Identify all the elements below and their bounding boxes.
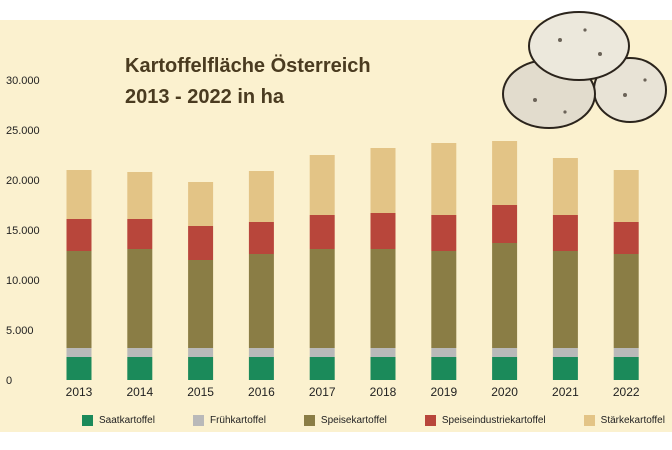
legend-label: Speisekartoffel xyxy=(320,414,387,426)
y-tick-label: 5.000 xyxy=(6,325,34,337)
bar-segment xyxy=(552,215,578,251)
bar-segment xyxy=(309,249,335,348)
bar-segment xyxy=(370,357,396,380)
bar-segment xyxy=(370,249,396,348)
bar-segment xyxy=(431,348,457,357)
x-tick-label: 2017 xyxy=(309,385,336,399)
bar-segment xyxy=(492,243,518,348)
x-tick-label: 2014 xyxy=(126,385,153,399)
legend-item: Speiseindustriekartoffel xyxy=(424,414,546,426)
bars-group xyxy=(66,141,639,380)
bar-segment xyxy=(66,219,92,251)
bar-segment xyxy=(431,215,457,251)
bar-segment xyxy=(492,348,518,357)
y-tick-label: 10.000 xyxy=(6,275,40,287)
bar-segment xyxy=(127,249,153,348)
bar-segment xyxy=(492,141,518,205)
potato-illustration xyxy=(502,11,667,129)
legend: Saatkartoffel Frühkartoffel Speisekartoffe… xyxy=(0,406,672,434)
legend-label: Saatkartoffel xyxy=(99,414,155,426)
bar-segment xyxy=(309,357,335,380)
y-tick-label: 20.000 xyxy=(6,175,40,187)
legend-label: Speiseindustriekartoffel xyxy=(441,414,546,426)
legend-swatch xyxy=(583,414,595,426)
legend-item: Saatkartoffel xyxy=(82,414,155,426)
legend-item: Speisekartoffel xyxy=(303,414,387,426)
bar-segment xyxy=(127,348,153,357)
bar-segment xyxy=(613,357,639,380)
x-tick-label: 2016 xyxy=(248,385,275,399)
x-tick-label: 2019 xyxy=(430,385,457,399)
bar-segment xyxy=(431,251,457,348)
x-tick-label: 2013 xyxy=(66,385,93,399)
x-tick-label: 2020 xyxy=(491,385,518,399)
bar-segment xyxy=(552,357,578,380)
bar-segment xyxy=(613,254,639,348)
bar-segment xyxy=(552,158,578,215)
bar-segment xyxy=(552,251,578,348)
bar-segment xyxy=(248,171,274,222)
x-tick-label: 2022 xyxy=(613,385,640,399)
bar-segment xyxy=(370,148,396,213)
bar-segment xyxy=(613,222,639,254)
chart-title: Kartoffelfläche Österreich xyxy=(125,54,371,77)
legend-label: Stärkekartoffel xyxy=(600,414,665,426)
bar-segment xyxy=(66,251,92,348)
bar-segment xyxy=(309,348,335,357)
bar-segment xyxy=(248,357,274,380)
bar-segment xyxy=(127,172,153,219)
bar-segment xyxy=(188,357,214,380)
bar-segment xyxy=(66,348,92,357)
y-tick-label: 0 xyxy=(6,375,12,387)
bar-segment xyxy=(613,348,639,357)
bar-segment xyxy=(309,155,335,215)
legend-swatch xyxy=(424,414,436,426)
bar-segment xyxy=(66,170,92,219)
bar-segment xyxy=(248,348,274,357)
x-tick-label: 2015 xyxy=(187,385,214,399)
bar-segment xyxy=(492,205,518,243)
legend-item: Frühkartoffel xyxy=(192,414,266,426)
legend-swatch xyxy=(82,414,93,426)
bar-segment xyxy=(188,226,214,260)
x-tick-label: 2021 xyxy=(552,385,579,399)
bar-segment xyxy=(188,348,214,357)
y-tick-label: 30.000 xyxy=(6,75,40,87)
top-cropped-strip xyxy=(0,0,672,20)
x-axis: 2013 2014 2015 2016 2017 2018 2019 2020 2021 2022 xyxy=(66,385,640,399)
x-tick-label: 2018 xyxy=(370,385,397,399)
bar-segment xyxy=(370,348,396,357)
y-axis: 0 5.000 10.000 15.000 20.000 25.000 30.000 xyxy=(6,75,40,387)
legend-swatch xyxy=(303,414,315,426)
bar-segment xyxy=(309,215,335,249)
y-tick-label: 25.000 xyxy=(6,125,40,137)
chart-subtitle: 2013 - 2022 in ha xyxy=(125,86,285,108)
bar-segment xyxy=(188,260,214,348)
bar-segment xyxy=(248,254,274,348)
bar-segment xyxy=(370,213,396,249)
y-tick-label: 15.000 xyxy=(6,225,40,237)
bar-segment xyxy=(248,222,274,254)
legend-item: Stärkekartoffel xyxy=(583,414,665,426)
bar-segment xyxy=(431,143,457,215)
bar-segment xyxy=(127,219,153,249)
bar-segment xyxy=(492,357,518,380)
bar-segment xyxy=(188,182,214,226)
legend-swatch xyxy=(192,414,204,426)
bar-segment xyxy=(127,357,153,380)
bar-segment xyxy=(431,357,457,380)
bar-segment xyxy=(552,348,578,357)
legend-label: Frühkartoffel xyxy=(209,414,266,426)
bar-segment xyxy=(66,357,92,380)
bar-segment xyxy=(613,170,639,222)
